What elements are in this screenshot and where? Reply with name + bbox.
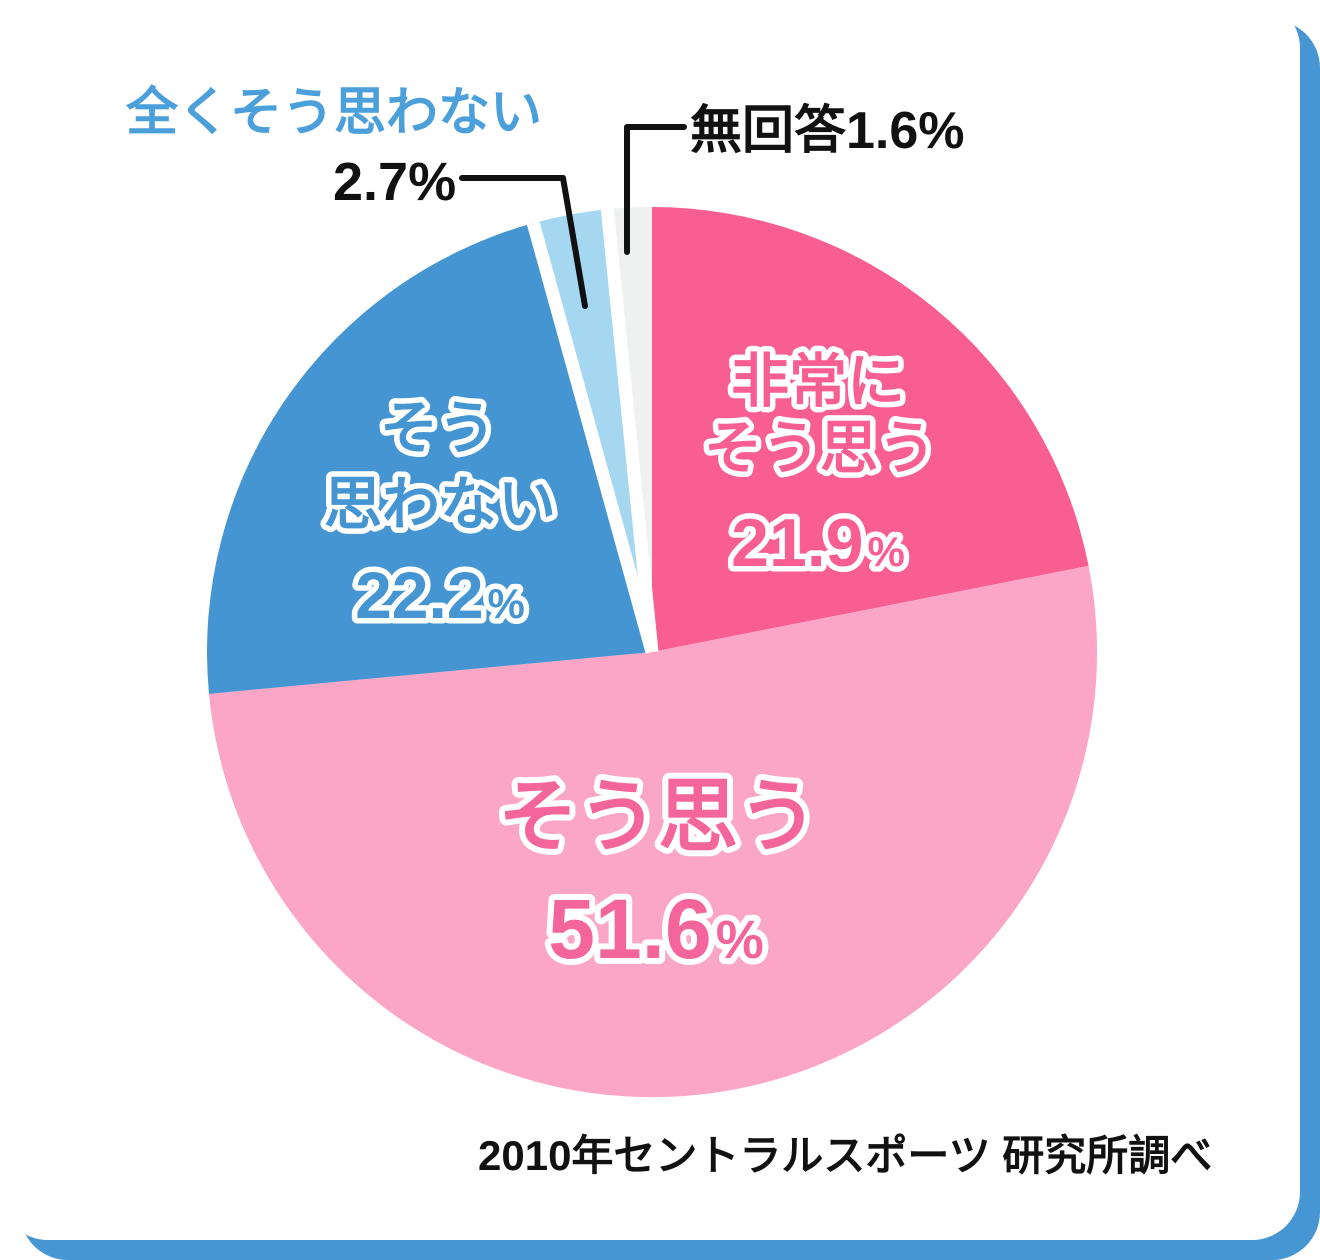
slice-separator <box>600 208 659 653</box>
slice-separator <box>526 221 659 654</box>
callout-line-4 <box>624 124 687 255</box>
slice-label-1: そう思う <box>498 772 818 861</box>
pie-slice-0 <box>652 207 1089 652</box>
slice-value-2: 22.2% <box>355 558 525 632</box>
pie-slice-2 <box>207 223 652 694</box>
callout-heading-3: 全くそう思わない <box>125 83 542 142</box>
slice-label-2: そう <box>380 396 496 461</box>
slice-label-2: 思わない <box>324 472 556 537</box>
slice-separators <box>526 208 659 654</box>
source-note: 2010年セントラルスポーツ 研究所調べ <box>478 1132 1212 1179</box>
callout-value-3: 2.7% <box>333 152 456 212</box>
pie-slice-1 <box>209 565 1098 1098</box>
slice-labels: 非常にそう思う21.9%そう思う51.6%そう思わない22.2%全くそう思わない… <box>125 83 965 982</box>
callout-label-4: 無回答1.6% <box>690 102 965 160</box>
slice-value-0: 21.9% <box>731 505 905 581</box>
slice-value-1: 51.6% <box>548 882 764 976</box>
slice-label-0: そう思う <box>704 416 936 481</box>
slice-label-0: 非常に <box>731 349 905 414</box>
callout-line-3 <box>459 175 588 309</box>
callout-lines <box>459 124 687 309</box>
